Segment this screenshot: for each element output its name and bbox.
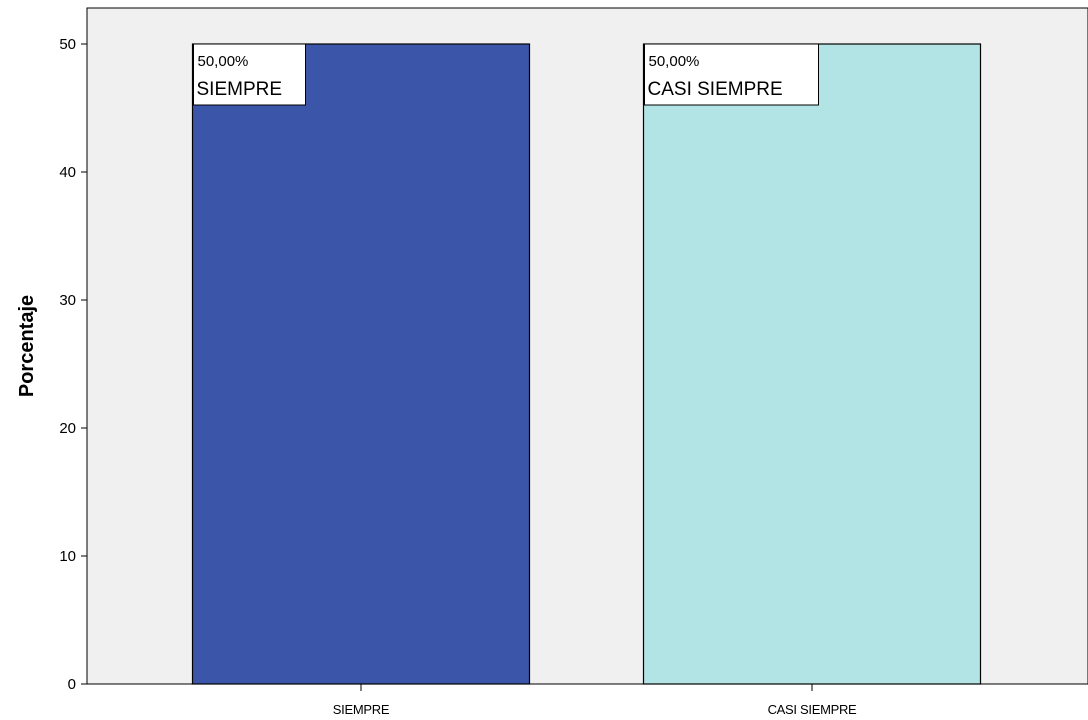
y-axis: 0 10 20 30 40 50	[59, 8, 88, 693]
data-label-category: SIEMPRE	[197, 79, 283, 100]
y-tick-label: 0	[68, 676, 76, 693]
y-tick-label: 30	[59, 292, 76, 309]
data-label-value: 50,00%	[198, 53, 249, 70]
data-label-box	[644, 43, 819, 106]
y-tick-label: 40	[59, 164, 76, 181]
data-labels: 50,00% SIEMPRE 50,00% CASI SIEMPRE	[193, 43, 819, 106]
x-axis: SIEMPRE CASI SIEMPRE	[87, 683, 1088, 717]
data-label-category: CASI SIEMPRE	[648, 79, 783, 100]
data-label-box	[193, 43, 306, 106]
bar	[191, 43, 531, 685]
y-tick-label: 20	[59, 420, 76, 437]
x-tick-label: CASI SIEMPRE	[768, 702, 857, 717]
x-tick-label: SIEMPRE	[333, 702, 390, 717]
data-label-value: 50,00%	[649, 53, 700, 70]
y-tick-label: 50	[59, 36, 76, 53]
y-axis-title: Porcentaje	[16, 295, 38, 397]
bar	[642, 43, 982, 685]
y-tick-label: 10	[59, 548, 76, 565]
bars	[191, 43, 982, 685]
